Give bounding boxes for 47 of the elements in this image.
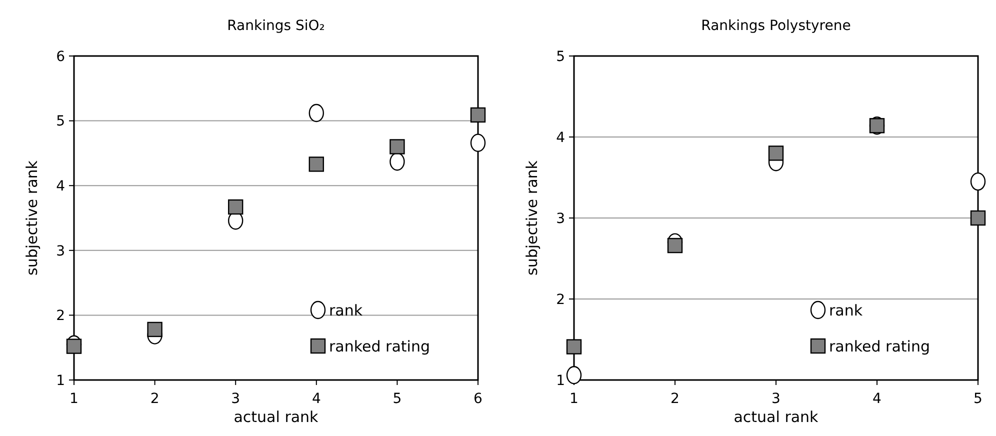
x-tick-label: 3: [772, 391, 780, 407]
legend-label: ranked rating: [329, 337, 430, 356]
x-tick-label: 5: [974, 391, 982, 407]
y-tick-label: 5: [56, 114, 65, 130]
point: [566, 366, 582, 384]
point: [566, 339, 582, 354]
y-tick-label: 3: [56, 243, 65, 260]
legend-label: rank: [829, 301, 863, 320]
y-tick-label: 1: [56, 372, 65, 389]
y-tick-label: 4: [56, 178, 66, 194]
x-tick-label: 2: [150, 391, 160, 407]
y-tick-label: 6: [56, 48, 66, 65]
y-tick-label: 4: [556, 130, 566, 146]
y-tick-label: 5: [556, 48, 565, 65]
y-axis-title: subjective rank: [23, 160, 41, 276]
point: [66, 338, 82, 354]
chart-title: Rankings SiO₂: [227, 18, 325, 34]
point: [390, 139, 405, 154]
legend-label: ranked rating: [829, 337, 930, 356]
x-tick-label: 3: [231, 391, 240, 407]
y-tick-label: 3: [556, 210, 565, 227]
x-tick-label: 5: [392, 391, 402, 407]
legend-label: rank: [329, 301, 363, 320]
x-tick-label: 1: [570, 391, 578, 407]
y-tick-label: 1: [556, 372, 565, 389]
x-tick-label: 4: [312, 391, 321, 407]
point: [308, 104, 324, 122]
point: [667, 238, 683, 254]
point: [228, 199, 244, 215]
x-axis-title: actual rank: [234, 408, 319, 426]
point: [390, 152, 405, 171]
point: [147, 322, 162, 338]
x-tick-label: 4: [872, 391, 882, 407]
point: [470, 107, 486, 123]
point: [970, 172, 986, 191]
chart-title: Rankings Polystyrene: [701, 18, 851, 34]
y-tick-label: 2: [556, 292, 565, 308]
x-tick-label: 6: [474, 391, 483, 407]
x-tick-label: 2: [670, 391, 680, 407]
point: [970, 210, 986, 226]
x-tick-label: 1: [70, 391, 78, 407]
point: [768, 146, 784, 161]
x-axis-title: actual rank: [734, 408, 819, 426]
point: [470, 134, 486, 152]
y-axis-title: subjective rank: [523, 160, 541, 276]
point: [308, 156, 324, 172]
y-tick-label: 2: [56, 308, 65, 324]
